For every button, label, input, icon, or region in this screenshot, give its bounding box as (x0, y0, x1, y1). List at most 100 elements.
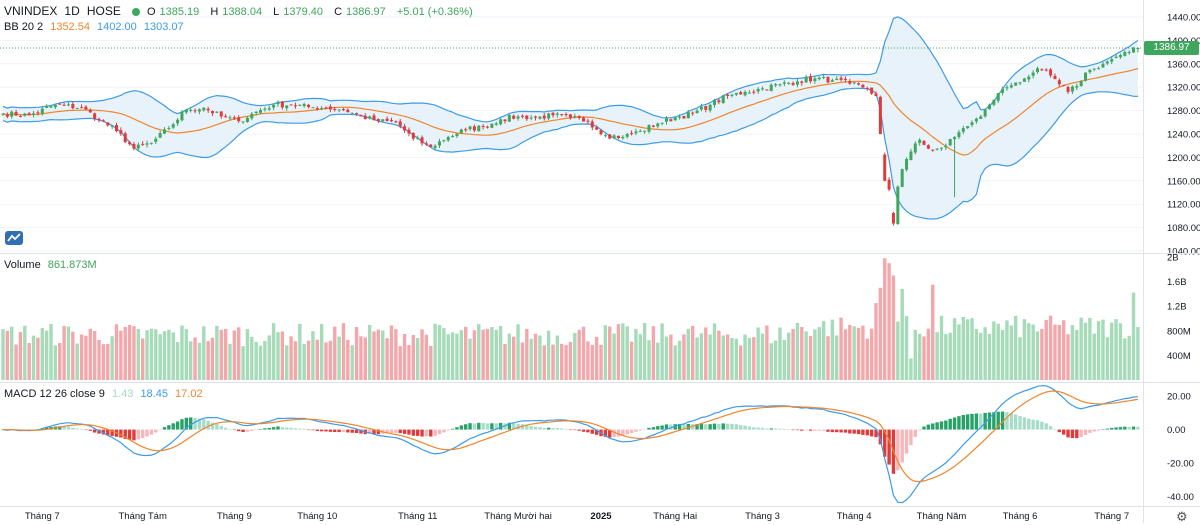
macd-hist-bar (1083, 429, 1088, 435)
macd-hist-bar (446, 429, 450, 431)
candle (568, 114, 572, 120)
candle (193, 108, 197, 114)
volume-tick-label: 2B (1167, 253, 1179, 264)
candle (730, 94, 734, 98)
candle (10, 110, 14, 119)
candle (621, 135, 625, 140)
x-tick-label: Tháng Tám (118, 511, 166, 522)
candle (1075, 83, 1079, 91)
volume-bar (503, 343, 507, 380)
candle (372, 113, 376, 121)
candle (595, 125, 599, 131)
volume-bar (367, 324, 372, 380)
macd-hist-bar (656, 426, 660, 430)
price-axis[interactable] (1143, 0, 1200, 523)
candle (987, 103, 991, 110)
candle (215, 111, 219, 114)
volume-bar (612, 333, 616, 380)
symbol-legend[interactable]: VNINDEX 1D HOSE O 1385.19 H 1388.04 L 1379.… (4, 4, 477, 18)
volume-bar (555, 335, 560, 380)
macd-hist-bar (638, 429, 642, 431)
volume-bar (664, 336, 669, 380)
volume-bar (58, 343, 62, 380)
candle (1092, 68, 1096, 72)
symbol-name[interactable]: VNINDEX (4, 4, 58, 18)
tradingview-logo-icon[interactable] (5, 231, 23, 245)
macd-hist-bar (350, 429, 354, 433)
volume-bar (821, 321, 826, 380)
candle (36, 110, 40, 116)
candle (32, 110, 36, 118)
signal-line (2, 390, 1138, 483)
volume-bar (861, 325, 865, 380)
price-tick-label: 1040.00 (1167, 247, 1200, 258)
volume-bar (354, 327, 359, 380)
macd-hist-bar (372, 429, 376, 435)
macd-hist-bar (586, 429, 590, 433)
candle (84, 105, 88, 110)
macd-hist-bar (306, 429, 311, 431)
macd-legend[interactable]: MACD 12 26 close 9 1.43 18.45 17.02 (4, 388, 207, 400)
volume-bar (717, 330, 721, 380)
macd-hist-bar (494, 423, 498, 430)
macd-hist-bar (245, 429, 250, 432)
volume-bar (293, 341, 298, 380)
volume-bar (333, 326, 337, 380)
volume-bar (450, 332, 455, 380)
candle (224, 114, 228, 118)
bb-title[interactable]: BB 20 2 (4, 21, 44, 33)
pane-separator[interactable] (0, 382, 1200, 383)
macd-hist-bar (782, 428, 787, 430)
volume-bar (442, 328, 446, 380)
settings-gear-icon[interactable]: ⚙ (1176, 509, 1188, 524)
macd-hist-bar (258, 429, 263, 430)
interval[interactable]: 1D (64, 4, 80, 18)
candle (870, 87, 874, 95)
macd-hist-bar (1079, 429, 1083, 438)
candle (481, 124, 485, 130)
volume-bar (581, 326, 586, 380)
macd-hist-bar (97, 429, 101, 434)
volume-bar (193, 337, 197, 380)
volume-bar (747, 337, 752, 380)
macd-title[interactable]: MACD 12 26 close 9 (4, 388, 105, 400)
volume-bar (92, 331, 97, 380)
macd-hist-bar (787, 429, 791, 430)
macd-hist-bar (808, 429, 813, 431)
volume-legend[interactable]: Volume 861.873M (4, 259, 101, 271)
volume-title[interactable]: Volume (4, 259, 41, 271)
candle (747, 90, 751, 94)
volume-bar (127, 324, 132, 380)
volume-bar (874, 303, 878, 380)
bb-legend[interactable]: BB 20 2 1352.54 1402.00 1303.07 (4, 21, 188, 33)
candle (1062, 84, 1066, 87)
price-tick-label: 1200.00 (1167, 153, 1200, 164)
volume-bar (202, 326, 206, 380)
x-tick-label: Tháng Năm (917, 511, 967, 522)
pane-separator[interactable] (0, 253, 1200, 254)
macd-hist-bar (581, 429, 586, 432)
volume-bar (232, 330, 237, 380)
candle (40, 106, 44, 116)
volume-bar (1005, 320, 1009, 380)
volume-bar (891, 275, 896, 380)
macd-hist-bar (1066, 429, 1070, 438)
macd-hist-bar (830, 429, 835, 433)
macd-hist-bar (704, 424, 708, 430)
volume-bar (721, 335, 725, 380)
volume-bar (603, 325, 608, 380)
candle (272, 103, 276, 111)
candle (669, 118, 673, 122)
macd-hist-bar (865, 429, 869, 436)
macd-hist-bar (1136, 426, 1140, 430)
macd-hist-bar (1031, 419, 1035, 430)
price-tick-label: 1080.00 (1167, 223, 1200, 234)
macd-hist-bar (642, 429, 647, 431)
volume-bar (381, 330, 385, 380)
volume-bar (171, 332, 175, 380)
macd-hist-bar (285, 427, 289, 430)
macd-hist-bar (1053, 429, 1057, 430)
volume-bar (180, 325, 184, 380)
candle (734, 92, 738, 97)
